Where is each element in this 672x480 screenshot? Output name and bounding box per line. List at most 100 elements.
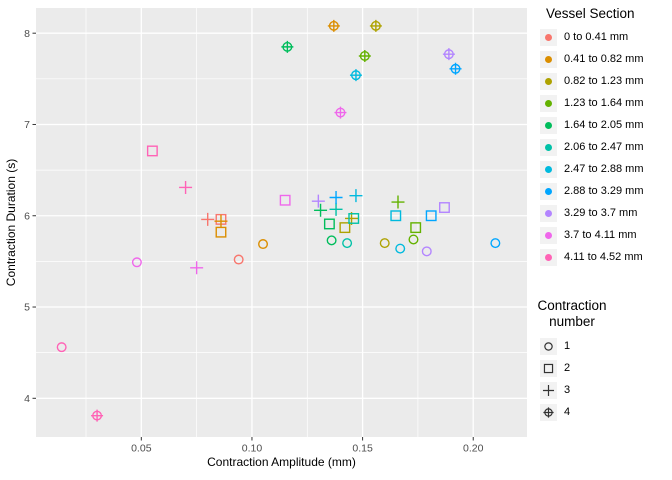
legend-key [540,248,557,266]
circle-shape-icon [544,341,553,351]
data-point [314,203,328,217]
legend-item-label: 3.29 to 3.7 mm [564,207,638,219]
x-tick-label: 0.05 [131,443,152,455]
legend-key [540,182,557,200]
legend-key [540,226,557,244]
data-point [342,238,353,249]
data-point [348,213,360,224]
legend-item-label: 4.11 to 4.52 mm [564,251,643,263]
data-point [391,195,405,209]
y-tick-label: 6 [24,210,30,222]
color-legend-entries: 0 to 0.41 mm 0.41 to 0.82 mm 0.82 to 1.23 … [538,26,672,268]
data-point [410,222,422,234]
y-tick-label: 4 [24,393,30,405]
data-point [442,48,455,61]
legend-item-label: 1.64 to 2.05 mm [564,119,644,131]
legend-item-label: 4 [564,406,571,418]
data-point [490,238,501,249]
legend-item-label: 0.82 to 1.23 mm [564,75,644,87]
data-point [369,19,382,32]
data-point [131,257,142,268]
color-legend-item: 3.7 to 4.11 mm [538,224,672,246]
data-point [390,210,402,222]
legend-key [540,160,557,178]
data-point [56,342,67,353]
data-point [379,238,390,249]
data-point [323,218,335,230]
color-swatch-dot-icon [545,143,552,151]
legend-item-label: 1 [564,340,571,352]
legend-item-label: 3.7 to 4.11 mm [564,229,637,241]
y-axis-title: Contraction Duration (s) [4,159,18,286]
square-shape-icon [543,363,554,373]
color-legend: Vessel Section 0 to 0.41 mm 0.41 to 0.82 … [538,6,672,268]
legend-item-label: 2.47 to 2.88 mm [564,163,644,175]
color-legend-title: Vessel Section [546,6,635,21]
color-swatch-dot-icon [545,209,552,217]
data-point [349,189,363,203]
color-legend-item: 4.11 to 4.52 mm [538,246,672,268]
circle-plus-shape-icon [543,406,554,418]
legend-item-label: 1.23 to 1.64 mm [564,97,644,109]
color-swatch-dot-icon [545,231,552,239]
color-swatch-dot-icon [545,253,552,261]
color-legend-item: 0.41 to 0.82 mm [538,48,672,70]
shape-legend-item: 1 [538,335,672,357]
color-swatch-dot-icon [545,99,552,107]
shape-legend: Contraction number 1 2 3 4 [537,298,672,423]
data-point [146,145,158,157]
x-axis-title: Contraction Amplitude (mm) [207,455,356,469]
shape-legend-item: 2 [538,357,672,379]
data-point [329,202,343,216]
color-swatch-dot-icon [545,55,552,63]
color-legend-item: 3.29 to 3.7 mm [538,202,672,224]
data-point [281,40,294,53]
data-point [358,50,371,63]
data-point [349,69,362,82]
legend-key [540,72,557,90]
color-swatch-dot-icon [545,121,552,129]
data-point [91,409,104,422]
legend-panel: Vessel Section 0 to 0.41 mm 0.41 to 0.82 … [537,0,672,423]
legend-key [540,138,557,156]
plot-panel [36,8,527,437]
color-swatch-dot-icon [545,187,552,195]
shape-legend-item: 4 [538,401,672,423]
data-point [339,222,351,234]
x-tick-label: 0.10 [242,443,263,455]
data-point [395,243,406,254]
data-point [408,234,419,245]
color-legend-item: 2.06 to 2.47 mm [538,136,672,158]
color-legend-item: 1.64 to 2.05 mm [538,114,672,136]
data-point [311,194,325,208]
data-point [215,226,227,238]
x-tick-label: 0.15 [352,443,373,455]
x-tick-label: 0.20 [463,443,484,455]
legend-item-label: 2 [564,362,571,374]
legend-key [540,116,557,134]
legend-key [540,204,557,222]
shape-legend-title: Contraction number [537,298,607,329]
legend-key [540,381,557,399]
legend-key [540,403,557,421]
color-legend-item: 1.23 to 1.64 mm [538,92,672,114]
data-point [201,212,215,226]
y-tick-label: 8 [24,28,30,40]
legend-key [540,94,557,112]
color-swatch-dot-icon [545,33,552,41]
legend-key [540,50,557,68]
plus-shape-icon [542,384,555,396]
color-swatch-dot-icon [545,77,552,85]
legend-key [540,359,557,377]
legend-item-label: 0.41 to 0.82 mm [564,53,644,65]
data-point [449,62,462,75]
data-point [326,235,337,246]
data-point [233,254,244,265]
legend-item-label: 0 to 0.41 mm [564,31,629,43]
color-swatch-dot-icon [545,165,552,173]
data-point [190,261,204,275]
y-tick-label: 5 [24,302,30,314]
y-tick-label: 7 [24,119,30,131]
